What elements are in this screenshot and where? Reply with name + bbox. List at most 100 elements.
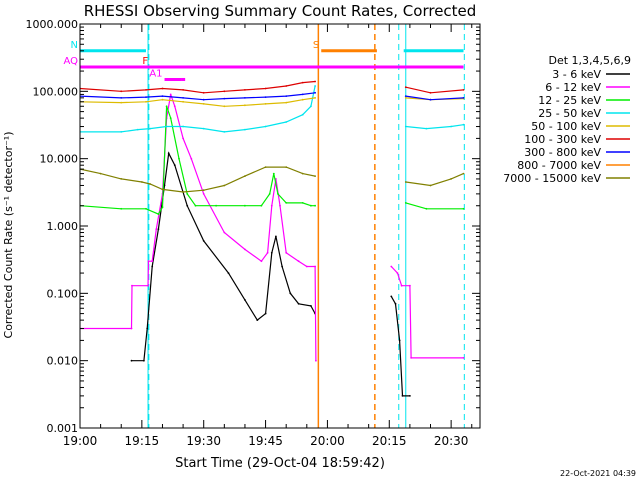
series-1-point-22 — [297, 260, 300, 263]
series-3-point-13 — [314, 85, 316, 87]
series-4-point-13 — [404, 97, 407, 99]
series-0-point-16 — [281, 265, 283, 268]
series-8-point-1 — [99, 172, 102, 175]
series-1-point-21 — [285, 251, 288, 254]
series-6-point-13 — [404, 95, 407, 97]
series-4-point-10 — [301, 98, 304, 101]
series-0-point-22 — [390, 295, 393, 298]
series-2-point-5 — [165, 105, 168, 108]
series-2-point-6 — [169, 117, 172, 119]
series-0-point-7 — [173, 164, 176, 167]
y-tick-label-6: 0.001 — [47, 422, 79, 435]
series-1-point-30 — [409, 284, 411, 287]
series-2-point-9 — [194, 204, 197, 207]
series-2-point-19 — [314, 204, 316, 207]
series-line-3 — [80, 85, 464, 133]
series-0-point-1 — [143, 359, 145, 362]
series-2-point-18 — [310, 204, 312, 207]
series-4-point-4 — [182, 100, 185, 103]
series-0-point-26 — [409, 395, 411, 397]
series-0-point-0 — [130, 359, 133, 362]
legend-label-3: 25 - 50 keV — [538, 107, 601, 120]
series-6-point-5 — [202, 98, 205, 101]
flag-label-0: N — [71, 40, 78, 51]
series-8-point-11 — [285, 166, 288, 169]
series-5-point-4 — [182, 89, 185, 91]
x-tick-label-3: 19:45 — [248, 434, 283, 448]
series-4-point-1 — [120, 101, 123, 104]
series-5-point-7 — [244, 89, 246, 91]
series-8-point-6 — [182, 191, 185, 193]
series-2-point-7 — [178, 157, 180, 160]
axes: 1000.000 100.000 10.000 1.000 0.100 0.010 0.00… — [26, 18, 481, 448]
series-3-point-6 — [202, 127, 205, 130]
series-1-point-11 — [182, 137, 185, 140]
series-2-point-16 — [285, 202, 288, 204]
series-0-point-25 — [401, 395, 404, 397]
series-5-point-14 — [429, 91, 432, 94]
series-4-point-3 — [161, 98, 164, 101]
series-1-point-12 — [190, 157, 193, 160]
series-1-point-15 — [244, 248, 246, 251]
series-2-point-8 — [186, 193, 189, 195]
series-3-point-17 — [450, 125, 452, 128]
series-3-point-8 — [244, 128, 246, 131]
series-8-point-2 — [120, 178, 123, 180]
y-tick-label-0: 1000.000 — [26, 18, 79, 31]
series-6-point-7 — [244, 97, 246, 99]
series-2-point-1 — [120, 207, 123, 210]
series-0-point-5 — [163, 184, 166, 187]
series-4-point-8 — [264, 103, 267, 105]
series-6-point-10 — [301, 93, 304, 96]
chart-title: RHESSI Observing Summary Count Rates, Co… — [84, 2, 477, 20]
series-8-point-13 — [314, 175, 316, 178]
series-1-point-24 — [314, 265, 316, 268]
footer-timestamp: 22-Oct-2021 04:39 — [560, 469, 636, 478]
series-6-point-3 — [161, 95, 164, 97]
y-tick-label-4: 0.100 — [47, 287, 79, 300]
series-8-point-5 — [161, 188, 164, 191]
series-6-point-14 — [429, 98, 432, 101]
series-1-point-4 — [147, 260, 150, 263]
series-1-point-18 — [270, 204, 273, 207]
series-5-point-9 — [285, 85, 288, 87]
flag-label-4: A1 — [149, 68, 162, 79]
series-0-point-3 — [151, 265, 154, 268]
series-6-point-9 — [285, 95, 288, 97]
series-2-point-22 — [425, 207, 428, 210]
legend-label-6: 300 - 800 keV — [524, 146, 601, 159]
x-tick-label-2: 19:30 — [186, 434, 221, 448]
series-5-point-6 — [223, 90, 226, 93]
series-0-point-17 — [289, 292, 292, 295]
series-6-point-11 — [314, 91, 316, 94]
y-tick-label-1: 100.000 — [33, 85, 79, 98]
series-1-point-6 — [155, 228, 158, 231]
series-4-point-7 — [244, 104, 246, 107]
flag-label-3: AQ — [63, 56, 78, 67]
x-tick-label-0: 19:00 — [63, 434, 98, 448]
series-1-point-31 — [410, 357, 412, 359]
series-1-point-29 — [400, 284, 403, 287]
series-3-point-15 — [404, 125, 407, 128]
series-3-point-4 — [165, 125, 168, 128]
plot-inner — [80, 24, 465, 428]
series-0-point-10 — [227, 272, 230, 274]
series-1-point-27 — [390, 265, 393, 268]
series-0-point-15 — [275, 235, 277, 238]
series-1-point-25 — [315, 359, 317, 362]
series-8-point-17 — [450, 178, 452, 180]
series-6-point-2 — [145, 96, 147, 98]
legend-label-2: 12 - 25 keV — [538, 94, 601, 107]
series-0-point-18 — [297, 302, 300, 305]
series-8-point-8 — [223, 184, 226, 187]
series-3-point-16 — [425, 127, 428, 130]
series-8-point-3 — [141, 181, 143, 183]
series-3-point-3 — [149, 127, 152, 130]
legend-label-5: 100 - 300 keV — [524, 133, 601, 146]
series-0-point-14 — [270, 251, 273, 254]
series-3-point-11 — [301, 113, 304, 116]
series-2-point-11 — [244, 204, 246, 207]
x-tick-label-5: 20:15 — [372, 434, 407, 448]
